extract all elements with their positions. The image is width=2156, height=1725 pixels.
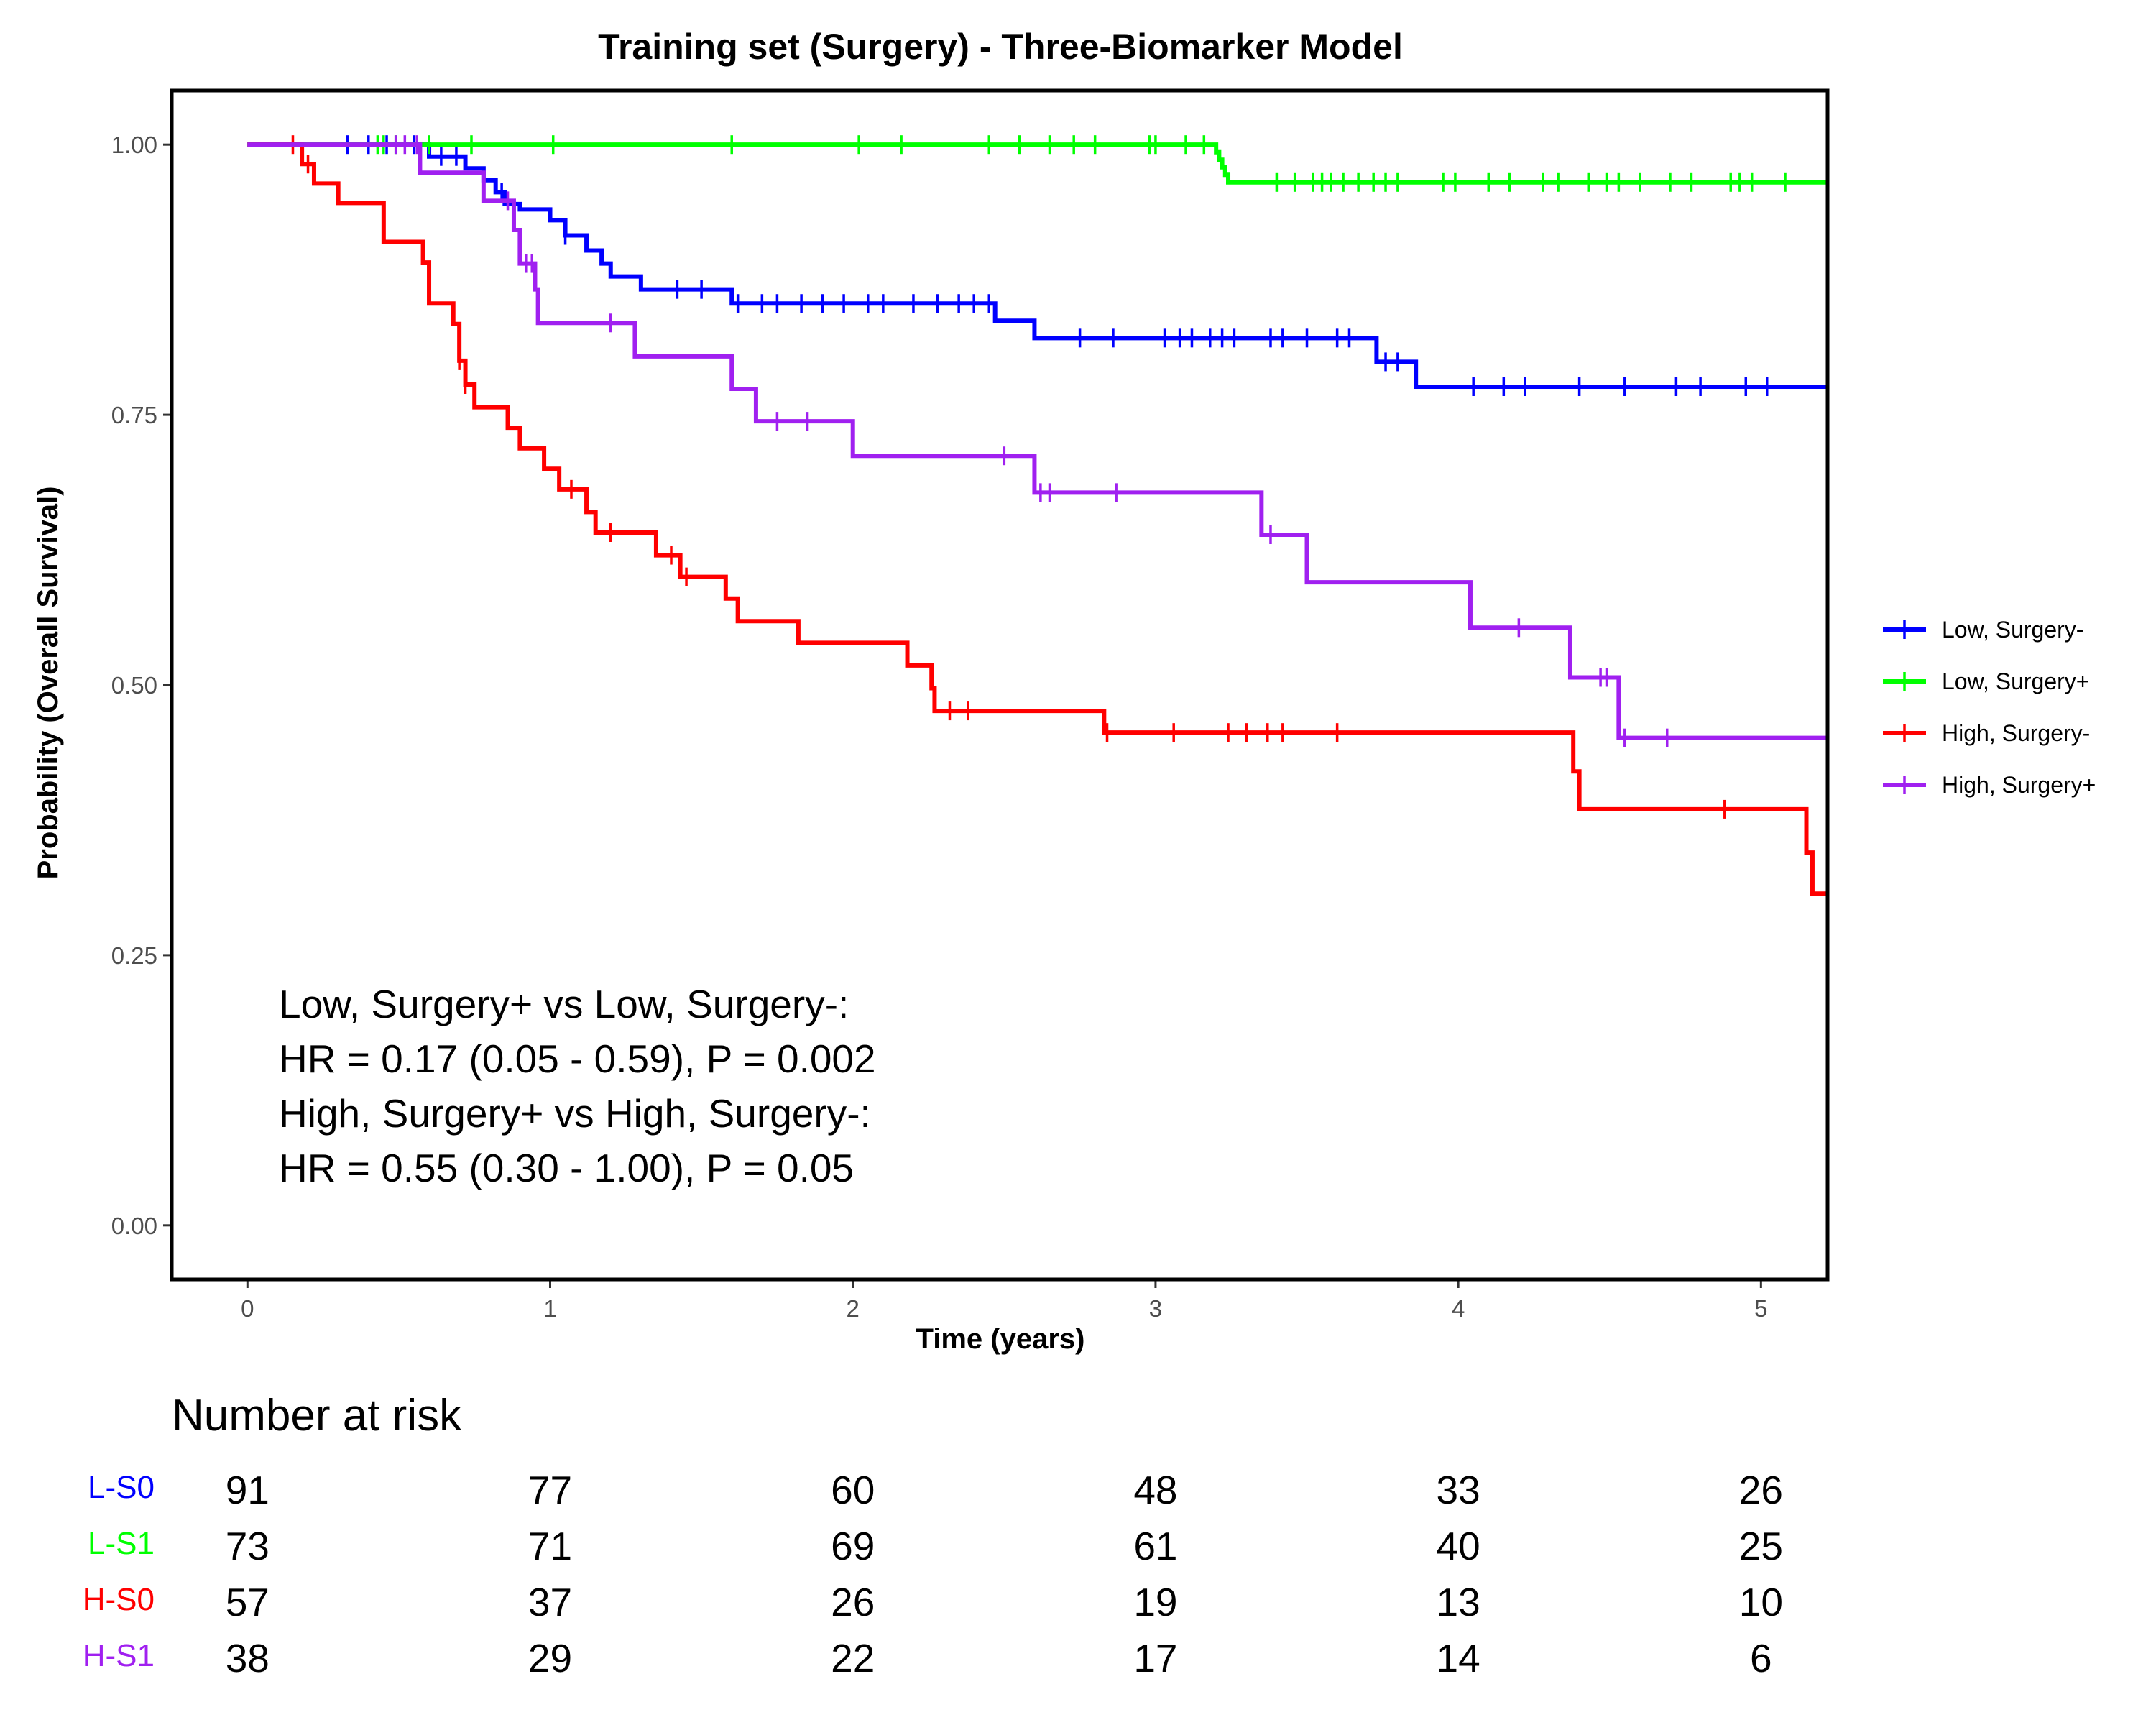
series-3 (247, 135, 1828, 896)
risk-count: 22 (831, 1636, 875, 1680)
survival-curves (247, 135, 1828, 896)
y-tick-label: 0.00 (111, 1213, 157, 1239)
x-tick-label: 2 (847, 1295, 860, 1322)
risk-count: 25 (1739, 1524, 1783, 1568)
risk-row-label: H-S1 (83, 1638, 155, 1673)
risk-count: 73 (226, 1524, 270, 1568)
hr-annotation: Low, Surgery+ vs Low, Surgery-: HR = 0.17… (279, 982, 876, 1190)
risk-count: 26 (831, 1580, 875, 1624)
y-tick-label: 0.75 (111, 402, 157, 428)
legend-label: High, Surgery- (1942, 720, 2090, 746)
x-tick-label: 5 (1754, 1295, 1767, 1322)
x-tick-label: 0 (241, 1295, 254, 1322)
legend-label: High, Surgery+ (1942, 772, 2096, 798)
risk-count: 19 (1133, 1580, 1177, 1624)
risk-count: 60 (831, 1468, 875, 1512)
annotation-line: HR = 0.17 (0.05 - 0.59), P = 0.002 (279, 1036, 876, 1081)
risk-count: 71 (528, 1524, 572, 1568)
legend-label: Low, Surgery+ (1942, 668, 2089, 694)
annotation-line: HR = 0.55 (0.30 - 1.00), P = 0.05 (279, 1146, 854, 1190)
y-tick-label: 1.00 (111, 132, 157, 158)
legend-item: Low, Surgery+ (1883, 668, 2089, 694)
risk-count: 14 (1437, 1636, 1480, 1680)
legend: Low, Surgery- Low, Surgery+ High, Surgery-… (1883, 617, 2096, 798)
legend-item: Low, Surgery- (1883, 617, 2083, 643)
risk-count: 17 (1133, 1636, 1177, 1680)
risk-count: 13 (1437, 1580, 1480, 1624)
risk-table-title: Number at risk (172, 1391, 462, 1440)
risk-count: 69 (831, 1524, 875, 1568)
risk-count: 37 (528, 1580, 572, 1624)
legend-label: Low, Surgery- (1942, 617, 2083, 643)
x-tick-label: 4 (1452, 1295, 1465, 1322)
annotation-line: Low, Surgery+ vs Low, Surgery-: (279, 982, 849, 1026)
chart-title: Training set (Surgery) - Three-Biomarker… (598, 27, 1403, 67)
plot-border (170, 88, 1830, 1282)
risk-count: 91 (226, 1468, 270, 1512)
series-4 (247, 135, 1828, 748)
risk-count: 10 (1739, 1580, 1783, 1624)
risk-count: 48 (1133, 1468, 1177, 1512)
risk-count: 29 (528, 1636, 572, 1680)
risk-row: L-S1 73 71 69 61 40 25 (88, 1524, 1783, 1568)
legend-item: High, Surgery+ (1883, 772, 2096, 798)
survival-curve-line (247, 142, 1828, 896)
x-tick-label: 1 (543, 1295, 556, 1322)
x-tick-label: 3 (1149, 1295, 1162, 1322)
risk-table: L-S0 91 77 60 48 33 26 L-S1 73 71 69 61 40 25 H-S0 57 37… (83, 1468, 1783, 1680)
risk-count: 33 (1437, 1468, 1480, 1512)
y-tick-label: 0.25 (111, 942, 157, 969)
risk-row: H-S0 57 37 26 19 13 10 (83, 1580, 1783, 1624)
risk-count: 38 (226, 1636, 270, 1680)
survival-curve-line (247, 142, 1828, 185)
plot-area: 0.00 0.25 0.50 0.75 1.00 0 1 2 3 4 5 (111, 132, 1828, 1322)
series-2 (247, 135, 1828, 192)
risk-count: 57 (226, 1580, 270, 1624)
risk-count: 6 (1750, 1636, 1772, 1680)
legend-item: High, Surgery- (1883, 720, 2090, 746)
risk-count: 61 (1133, 1524, 1177, 1568)
risk-row: L-S0 91 77 60 48 33 26 (88, 1468, 1783, 1512)
risk-count: 77 (528, 1468, 572, 1512)
x-axis-title: Time (years) (916, 1323, 1085, 1355)
risk-count: 26 (1739, 1468, 1783, 1512)
y-axis-title: Probability (Overall Survival) (32, 487, 64, 880)
risk-count: 40 (1437, 1524, 1480, 1568)
risk-row-label: L-S0 (88, 1470, 155, 1505)
y-tick-label: 0.50 (111, 672, 157, 699)
survival-curve-line (247, 142, 1828, 740)
risk-row: H-S1 38 29 22 17 14 6 (83, 1636, 1772, 1680)
risk-row-label: L-S1 (88, 1526, 155, 1561)
risk-row-label: H-S0 (83, 1582, 155, 1617)
annotation-line: High, Surgery+ vs High, Surgery-: (279, 1091, 871, 1136)
